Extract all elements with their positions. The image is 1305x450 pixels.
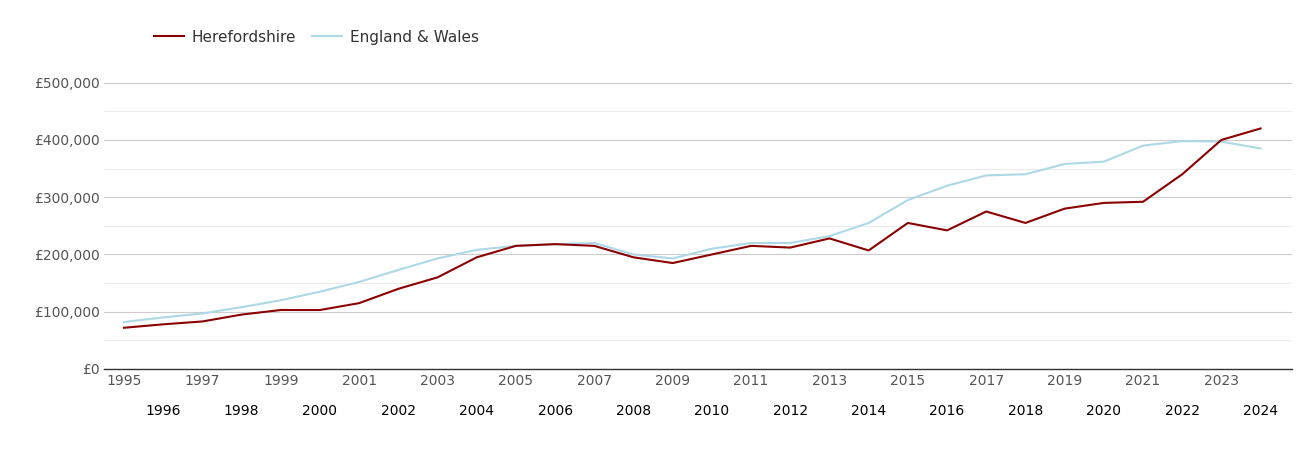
England & Wales xyxy=(234,305,249,310)
England & Wales xyxy=(940,183,955,189)
England & Wales xyxy=(116,320,132,325)
Herefordshire xyxy=(1096,200,1112,206)
Herefordshire xyxy=(705,252,720,257)
England & Wales xyxy=(1018,171,1034,177)
England & Wales xyxy=(900,198,916,203)
Herefordshire xyxy=(390,286,406,292)
England & Wales xyxy=(783,240,799,246)
England & Wales xyxy=(1096,159,1112,164)
England & Wales xyxy=(351,279,367,285)
England & Wales xyxy=(273,297,288,303)
England & Wales xyxy=(1135,143,1151,148)
Herefordshire xyxy=(940,228,955,233)
Herefordshire xyxy=(664,261,680,266)
Herefordshire xyxy=(861,248,877,253)
England & Wales xyxy=(625,252,641,257)
Line: England & Wales: England & Wales xyxy=(124,141,1261,322)
England & Wales xyxy=(468,247,484,252)
Herefordshire xyxy=(1214,137,1229,143)
Herefordshire xyxy=(116,325,132,330)
Herefordshire xyxy=(1174,171,1190,177)
Herefordshire xyxy=(625,255,641,260)
England & Wales xyxy=(194,311,210,316)
England & Wales xyxy=(1253,146,1268,151)
England & Wales xyxy=(1174,138,1190,144)
Herefordshire xyxy=(900,220,916,225)
England & Wales xyxy=(547,242,562,247)
Line: Herefordshire: Herefordshire xyxy=(124,128,1261,328)
England & Wales xyxy=(586,240,602,246)
Legend: Herefordshire, England & Wales: Herefordshire, England & Wales xyxy=(147,24,485,51)
Herefordshire xyxy=(312,307,328,313)
England & Wales xyxy=(664,256,680,261)
England & Wales xyxy=(744,240,760,246)
England & Wales xyxy=(155,315,171,320)
England & Wales xyxy=(390,267,406,273)
Herefordshire xyxy=(234,312,249,317)
Herefordshire xyxy=(1057,206,1073,211)
Herefordshire xyxy=(351,301,367,306)
England & Wales xyxy=(822,234,838,239)
Herefordshire xyxy=(822,236,838,241)
England & Wales xyxy=(705,246,720,252)
Herefordshire xyxy=(586,243,602,248)
Herefordshire xyxy=(1253,126,1268,131)
Herefordshire xyxy=(273,307,288,313)
England & Wales xyxy=(312,289,328,294)
England & Wales xyxy=(508,243,523,248)
England & Wales xyxy=(1214,139,1229,144)
Herefordshire xyxy=(155,322,171,327)
Herefordshire xyxy=(194,319,210,324)
England & Wales xyxy=(429,256,445,261)
England & Wales xyxy=(979,173,994,178)
Herefordshire xyxy=(508,243,523,248)
England & Wales xyxy=(1057,161,1073,166)
Herefordshire xyxy=(429,274,445,280)
Herefordshire xyxy=(547,242,562,247)
Herefordshire xyxy=(1135,199,1151,204)
Herefordshire xyxy=(468,255,484,260)
Herefordshire xyxy=(1018,220,1034,225)
Herefordshire xyxy=(744,243,760,248)
Herefordshire xyxy=(783,245,799,250)
England & Wales xyxy=(861,220,877,225)
Herefordshire xyxy=(979,209,994,214)
